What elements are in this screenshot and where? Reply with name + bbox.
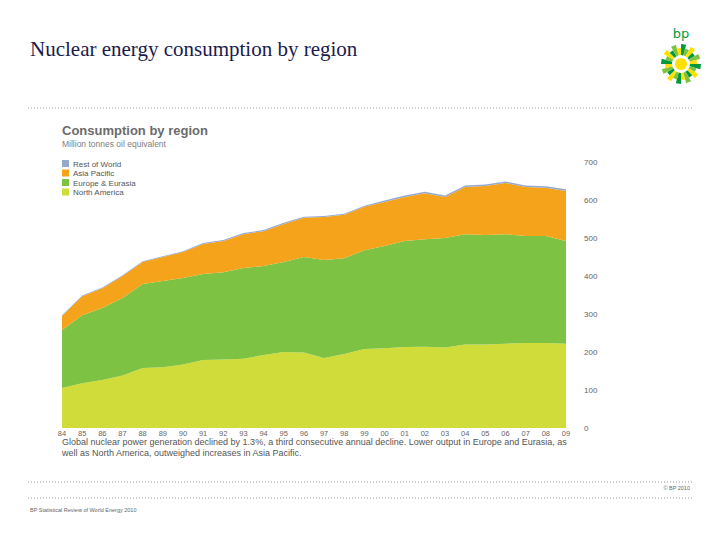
x-tick-label: 05 [481, 429, 489, 438]
x-tick-label: 88 [138, 429, 146, 438]
area-series [62, 183, 566, 330]
x-tick-label: 84 [58, 429, 66, 438]
x-tick-label: 08 [542, 429, 550, 438]
x-tick-label: 95 [280, 429, 288, 438]
y-tick-label: 300 [584, 310, 598, 319]
x-tick-label: 96 [300, 429, 308, 438]
page: Nuclear energy consumption by region bp Co… [0, 0, 720, 540]
y-tick-label: 400 [584, 272, 598, 281]
y-tick-label: 600 [584, 196, 598, 205]
area-series [62, 181, 566, 316]
x-tick-label: 06 [501, 429, 509, 438]
footer-rule [28, 482, 694, 483]
legend-label: Rest of World [73, 160, 121, 169]
annotation: Global nuclear power generation declined… [62, 437, 582, 459]
x-tick-label: 01 [401, 429, 409, 438]
x-tick-label: 07 [522, 429, 530, 438]
x-tick-label: 94 [259, 429, 267, 438]
legend-swatch [62, 160, 69, 167]
logo-ring [672, 55, 690, 73]
plot-area [62, 181, 566, 428]
chart-subtitle: Million tonnes oil equivalent [62, 139, 167, 149]
logo-center [675, 58, 687, 70]
y-tick-label: 700 [584, 158, 598, 167]
x-tick-label: 00 [380, 429, 388, 438]
x-tick-label: 91 [199, 429, 207, 438]
source: BP Statistical Review of World Energy 20… [30, 507, 137, 513]
x-tick-label: 86 [98, 429, 106, 438]
y-tick-label: 0 [584, 424, 589, 433]
x-tick-label: 02 [421, 429, 429, 438]
x-tick-label: 85 [78, 429, 86, 438]
x-tick-label: 92 [219, 429, 227, 438]
y-tick-label: 200 [584, 348, 598, 357]
legend-swatch [62, 179, 69, 186]
x-tick-label: 97 [320, 429, 328, 438]
bp-logo: bp [661, 26, 701, 84]
slide-title: Nuclear energy consumption by region [30, 37, 358, 61]
logo-text: bp [673, 26, 690, 41]
y-tick-label: 500 [584, 234, 598, 243]
legend-swatch [62, 189, 69, 196]
y-tick-label: 100 [584, 386, 598, 395]
x-tick-label: 98 [340, 429, 348, 438]
x-tick-label: 89 [159, 429, 167, 438]
x-tick-label: 87 [118, 429, 126, 438]
x-tick-label: 09 [562, 429, 570, 438]
copyright: © BP 2010 [663, 485, 690, 491]
legend-label: North America [73, 188, 124, 197]
x-tick-label: 03 [441, 429, 449, 438]
legend-label: Asia Pacific [73, 169, 114, 178]
slide: Nuclear energy consumption by region bp Co… [0, 0, 720, 540]
legend: Rest of WorldAsia PacificEurope & Eurasi… [62, 160, 136, 198]
legend-label: Europe & Eurasia [73, 179, 136, 188]
chart-title: Consumption by region [62, 123, 208, 138]
x-tick-label: 99 [360, 429, 368, 438]
x-tick-label: 93 [239, 429, 247, 438]
header-rule [28, 108, 694, 109]
footer-rule [28, 498, 694, 499]
x-tick-label: 90 [179, 429, 187, 438]
x-tick-label: 04 [461, 429, 469, 438]
legend-swatch [62, 170, 69, 177]
